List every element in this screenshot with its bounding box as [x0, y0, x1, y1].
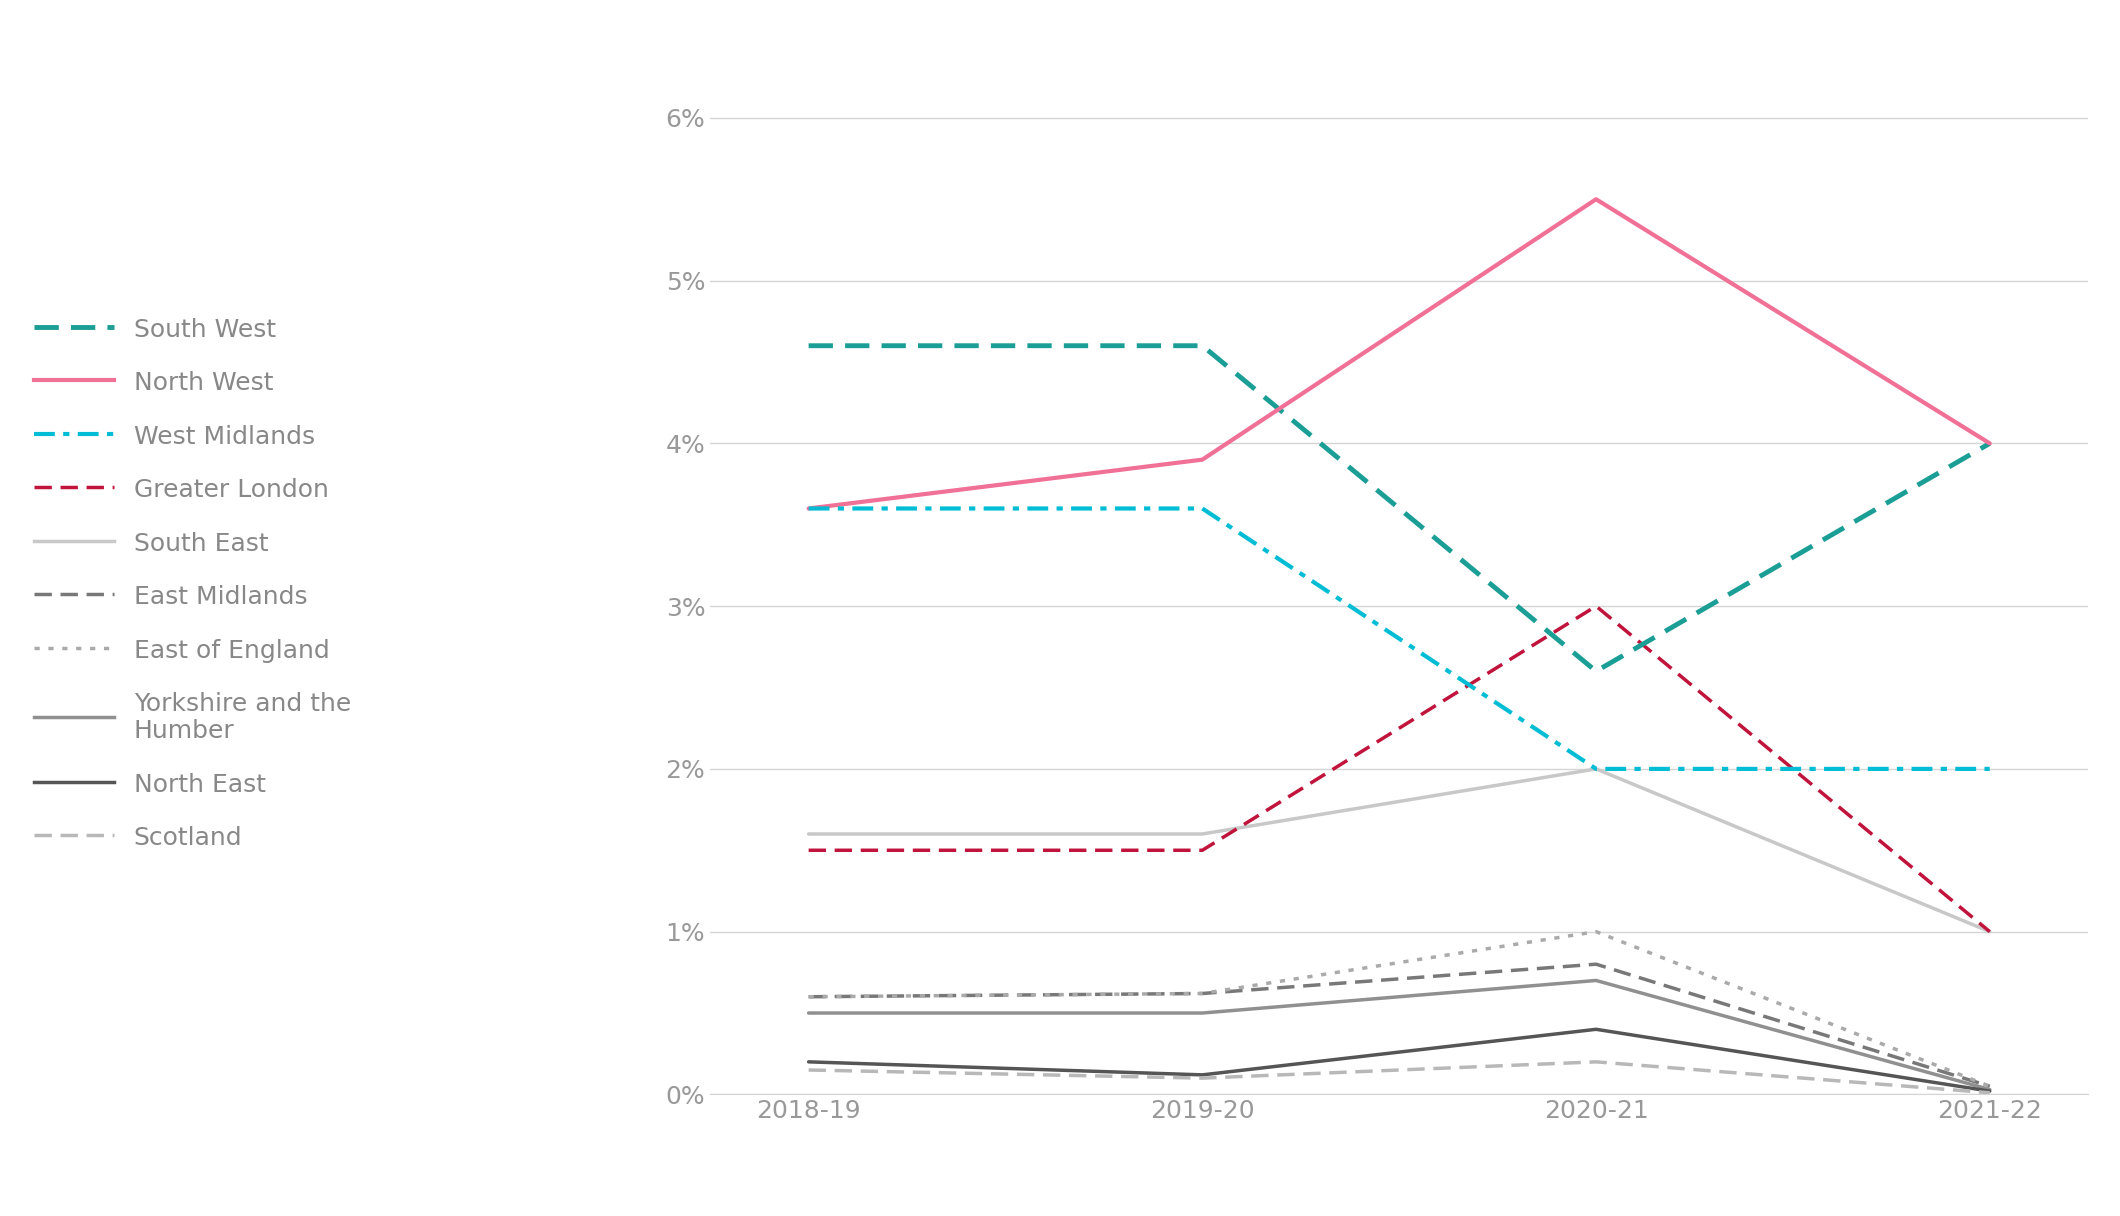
- Legend: South West, North West, West Midlands, Greater London, South East, East Midlands: South West, North West, West Midlands, G…: [34, 317, 352, 850]
